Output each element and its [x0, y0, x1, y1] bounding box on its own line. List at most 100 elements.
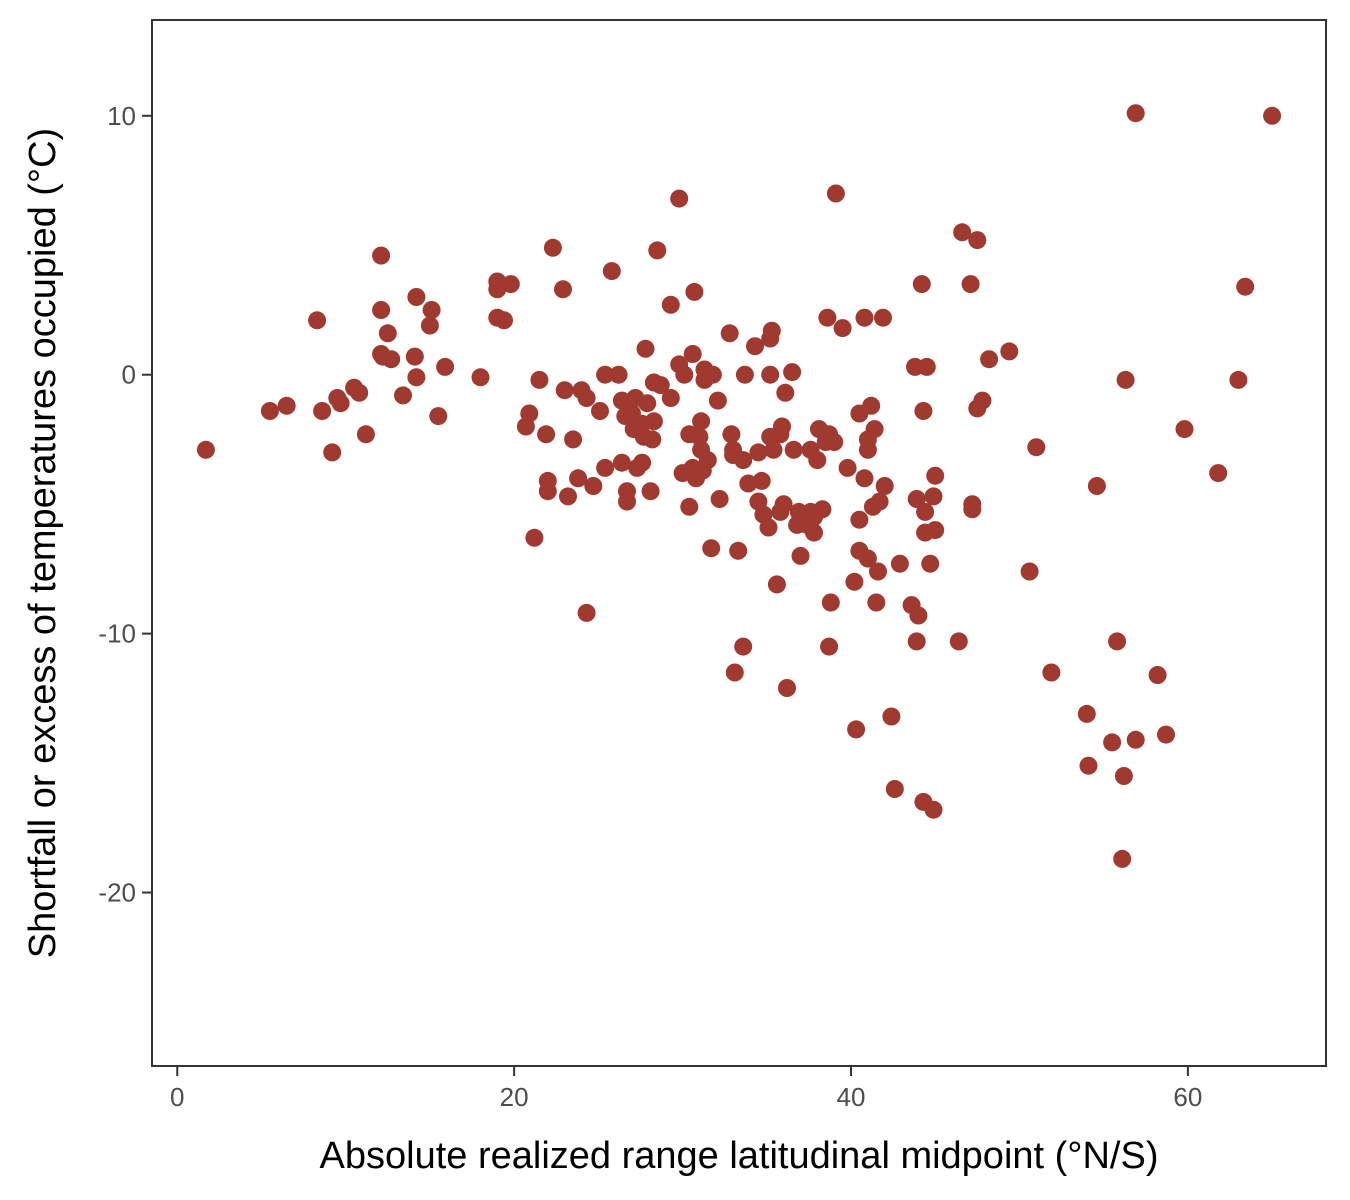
data-point	[308, 311, 327, 330]
data-point	[356, 425, 375, 444]
data-point	[520, 404, 539, 423]
data-point	[791, 546, 810, 565]
data-point	[968, 231, 987, 250]
data-point	[808, 451, 827, 470]
data-point	[1209, 464, 1228, 483]
data-point	[1126, 104, 1145, 123]
data-point	[761, 365, 780, 384]
data-point	[914, 402, 933, 420]
data-point	[818, 308, 837, 327]
data-point	[850, 510, 869, 529]
data-point	[602, 262, 621, 281]
y-tick-label: 0	[122, 360, 136, 390]
data-point	[838, 458, 857, 477]
data-point	[746, 337, 764, 356]
data-point	[260, 402, 279, 420]
data-point	[538, 482, 557, 501]
data-point	[675, 365, 694, 384]
data-point	[609, 365, 628, 384]
data-point	[633, 453, 652, 472]
data-point	[912, 275, 931, 294]
data-point	[749, 443, 768, 462]
data-point	[638, 394, 657, 413]
data-point	[591, 402, 609, 420]
data-point	[641, 482, 660, 501]
data-point	[917, 357, 936, 376]
data-point	[759, 518, 778, 537]
data-point	[644, 412, 663, 431]
y-tick-label: 10	[107, 101, 136, 131]
data-point	[980, 350, 999, 369]
data-point	[1229, 370, 1248, 389]
data-point	[422, 301, 441, 319]
x-tick-label: 0	[170, 1082, 184, 1112]
data-point	[953, 223, 972, 242]
data-point	[537, 425, 556, 444]
data-point	[1103, 733, 1122, 752]
data-point	[1126, 730, 1145, 749]
data-point	[564, 430, 583, 449]
data-point	[882, 707, 901, 726]
data-point	[350, 383, 369, 402]
data-point	[1236, 277, 1255, 296]
data-point	[1116, 370, 1135, 389]
x-axis: 0 20 40 60	[170, 1066, 1202, 1112]
data-point	[643, 430, 662, 449]
data-point	[774, 495, 793, 514]
data-point	[1157, 725, 1175, 744]
data-point	[378, 324, 397, 343]
data-point	[734, 451, 753, 470]
data-point	[596, 458, 615, 477]
data-point	[471, 368, 490, 387]
data-point	[577, 603, 596, 622]
data-point	[729, 541, 748, 560]
data-point	[708, 391, 727, 410]
data-point	[735, 365, 754, 384]
data-point	[488, 280, 507, 299]
data-point	[1113, 849, 1132, 868]
data-point	[752, 471, 771, 490]
data-point	[890, 554, 909, 573]
data-point	[1114, 767, 1133, 785]
data-point	[1108, 632, 1127, 651]
y-tick-label: -10	[98, 619, 136, 649]
data-point	[559, 487, 577, 506]
data-point	[543, 238, 562, 257]
data-point	[867, 593, 886, 612]
data-point	[710, 490, 729, 508]
data-point	[916, 502, 935, 521]
data-point	[1175, 420, 1194, 439]
data-point	[651, 376, 670, 395]
data-point	[407, 288, 426, 306]
data-point	[847, 720, 866, 739]
data-point	[865, 420, 884, 439]
data-point	[692, 412, 711, 431]
data-point	[648, 241, 667, 260]
data-point	[703, 365, 722, 384]
data-point	[963, 500, 982, 519]
data-point	[196, 440, 215, 459]
data-point	[661, 295, 680, 314]
data-point	[1148, 666, 1167, 684]
data-point	[961, 275, 980, 294]
data-point	[820, 637, 839, 656]
data-point	[569, 469, 588, 488]
data-point	[405, 347, 424, 366]
x-tick-label: 20	[500, 1082, 529, 1112]
data-point	[636, 339, 655, 358]
data-point	[845, 572, 864, 591]
data-point	[862, 396, 881, 415]
data-point	[813, 500, 832, 519]
data-point	[924, 800, 943, 819]
data-point	[874, 308, 892, 327]
data-point	[495, 311, 513, 330]
data-point	[858, 549, 877, 568]
data-point	[372, 246, 391, 265]
data-point	[612, 453, 631, 472]
data-point	[685, 282, 704, 301]
data-point	[825, 433, 844, 451]
data-point	[683, 345, 702, 363]
data-point	[596, 365, 615, 384]
data-point	[1000, 342, 1019, 361]
